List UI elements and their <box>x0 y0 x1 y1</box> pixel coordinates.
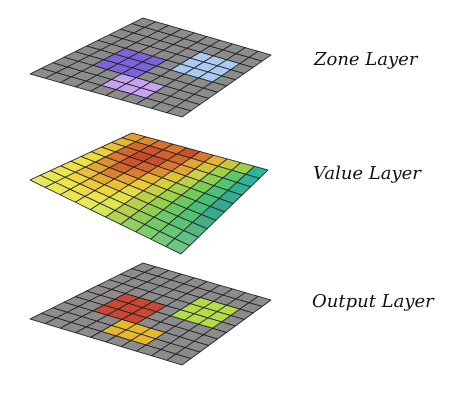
value-layer-label: Value Layer <box>313 163 422 184</box>
output-layer-label: Output Layer <box>312 291 435 312</box>
zone-layer-grid <box>29 17 272 118</box>
zone-layer-label: Zone Layer <box>313 49 419 70</box>
value-layer: Value Layer <box>29 132 422 255</box>
output-layer: Output Layer <box>29 262 435 366</box>
value-layer-grid <box>29 132 269 255</box>
output-layer-grid <box>29 262 272 366</box>
value-grid-cell <box>165 238 191 255</box>
output-grid-cell <box>166 353 192 366</box>
zone-grid-cell <box>166 106 192 118</box>
zone-layer: Zone Layer <box>29 17 419 118</box>
